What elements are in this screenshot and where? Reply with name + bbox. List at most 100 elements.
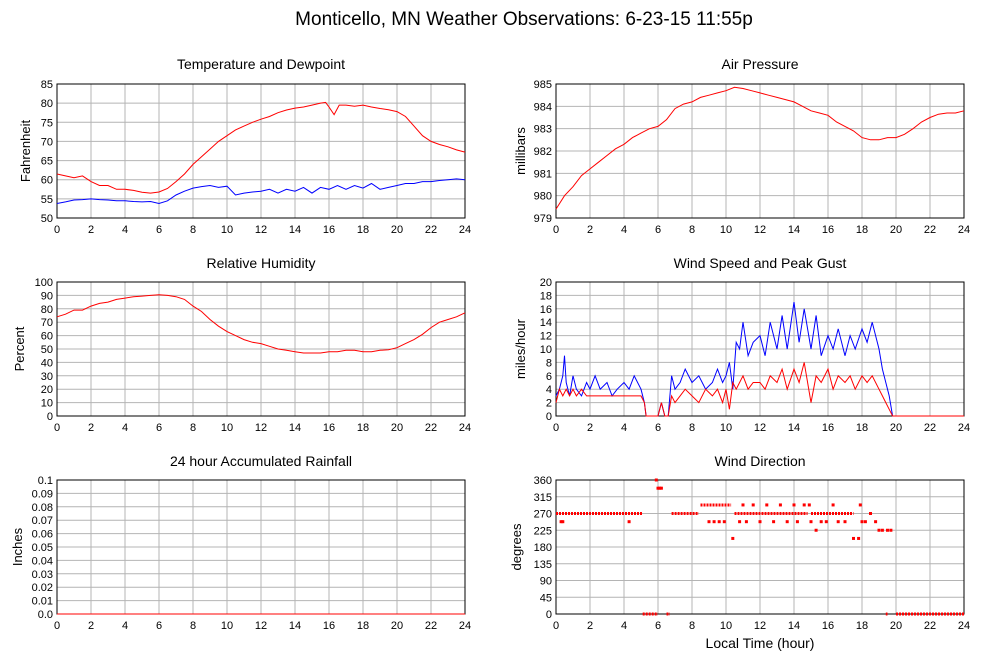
y-tick-label: 90: [41, 290, 53, 302]
scatter-point: [863, 520, 867, 524]
scatter-point: [886, 528, 889, 532]
y-tick-label: 135: [534, 559, 552, 571]
scatter-point: [869, 512, 872, 515]
x-tick-label: 6: [156, 422, 162, 434]
y-tick-label: 80: [41, 98, 53, 110]
scatter-point: [712, 520, 716, 524]
y-tick-label: 90: [540, 576, 552, 588]
x-tick-label: 2: [587, 224, 593, 236]
scatter-point: [765, 503, 769, 507]
scatter-point: [877, 528, 881, 532]
series-line-0: [555, 302, 964, 417]
x-tick-label: 10: [221, 620, 233, 632]
x-tick-label: 10: [221, 422, 233, 434]
x-tick-label: 6: [156, 224, 162, 236]
x-tick-label: 10: [720, 620, 732, 632]
y-tick-label: 10: [540, 344, 552, 356]
x-tick-label: 20: [391, 422, 403, 434]
y-axis-label: degrees: [509, 523, 524, 570]
scatter-point: [880, 528, 884, 532]
y-tick-label: 80: [41, 304, 53, 316]
y-tick-label: 979: [534, 213, 552, 225]
x-tick-label: 8: [190, 224, 196, 236]
scatter-point: [559, 520, 563, 524]
y-axis-label: millibars: [513, 127, 528, 175]
x-tick-label: 18: [856, 620, 868, 632]
series-line-1: [555, 362, 964, 417]
x-tick-label: 18: [856, 224, 868, 236]
x-tick-label: 10: [720, 224, 732, 236]
y-tick-label: 0: [47, 411, 53, 423]
scatter-point: [731, 536, 735, 540]
x-tick-label: 4: [621, 224, 627, 236]
x-tick-label: 20: [890, 422, 902, 434]
x-axis-label: Local Time (hour): [706, 635, 815, 651]
x-tick-label: 24: [459, 422, 471, 434]
scatter-point: [824, 520, 828, 524]
x-tick-label: 12: [255, 224, 267, 236]
scatter-point: [809, 520, 813, 524]
y-tick-label: 16: [540, 304, 552, 316]
x-tick-label: 4: [621, 620, 627, 632]
scatter-point: [852, 536, 855, 540]
x-tick-label: 4: [122, 620, 128, 632]
x-tick-label: 20: [391, 224, 403, 236]
x-tick-label: 14: [289, 422, 301, 434]
y-tick-label: 0.09: [32, 488, 53, 500]
scatter-point: [802, 503, 806, 507]
x-tick-label: 14: [289, 224, 301, 236]
scatter-point: [792, 503, 796, 507]
y-tick-label: 0.06: [32, 529, 53, 541]
x-tick-label: 6: [156, 620, 162, 632]
y-tick-label: 85: [41, 79, 53, 91]
scatter-point: [561, 520, 565, 524]
x-tick-label: 2: [88, 224, 94, 236]
x-tick-label: 0: [54, 224, 60, 236]
y-tick-label: 70: [41, 136, 53, 148]
x-tick-label: 20: [890, 224, 902, 236]
x-tick-label: 8: [689, 620, 695, 632]
y-tick-label: 20: [540, 277, 552, 289]
x-tick-label: 14: [788, 620, 800, 632]
y-tick-label: 100: [35, 277, 53, 289]
y-tick-label: 0.03: [32, 569, 53, 581]
scatter-point: [654, 478, 658, 482]
x-tick-label: 14: [289, 620, 301, 632]
x-tick-label: 12: [754, 422, 766, 434]
chart-title: 24 hour Accumulated Rainfall: [170, 453, 352, 469]
x-tick-label: 12: [255, 620, 267, 632]
x-tick-label: 22: [425, 422, 437, 434]
y-tick-label: 0.01: [32, 596, 53, 608]
y-tick-label: 983: [534, 124, 552, 136]
x-tick-label: 2: [88, 620, 94, 632]
x-tick-label: 18: [357, 224, 369, 236]
scatter-point: [744, 520, 748, 524]
y-tick-label: 225: [534, 525, 552, 537]
x-tick-label: 16: [822, 224, 834, 236]
x-tick-label: 10: [720, 422, 732, 434]
y-axis-label: Inches: [10, 527, 25, 566]
scatter-point: [785, 520, 789, 524]
x-tick-label: 24: [459, 224, 471, 236]
x-tick-label: 12: [255, 422, 267, 434]
chart-title: Relative Humidity: [207, 255, 316, 271]
scatter-point: [758, 520, 762, 524]
chart-title: Temperature and Dewpoint: [177, 56, 345, 72]
y-tick-label: 30: [41, 371, 53, 383]
y-axis-label: miles/hour: [513, 318, 528, 379]
x-tick-label: 16: [323, 422, 335, 434]
plot-frame: [555, 479, 965, 615]
x-tick-label: 14: [788, 422, 800, 434]
scatter-point: [889, 528, 893, 532]
x-tick-label: 22: [924, 224, 936, 236]
chart-title: Wind Speed and Peak Gust: [674, 255, 847, 271]
x-tick-label: 20: [890, 620, 902, 632]
scatter-point: [857, 536, 861, 540]
